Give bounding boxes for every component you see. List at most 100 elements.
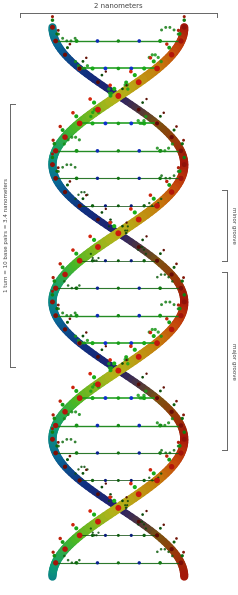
Point — [165, 452, 169, 461]
Point — [116, 91, 120, 101]
Point — [155, 143, 159, 153]
Point — [158, 174, 162, 183]
Point — [125, 218, 129, 227]
Point — [109, 490, 113, 499]
Point — [91, 531, 94, 540]
Point — [116, 558, 120, 568]
Point — [156, 198, 160, 208]
Point — [155, 475, 159, 485]
Point — [88, 506, 92, 516]
Point — [66, 281, 70, 290]
Point — [95, 256, 99, 265]
Point — [75, 311, 79, 321]
Point — [180, 276, 184, 286]
Point — [116, 366, 120, 375]
Point — [142, 531, 146, 540]
Point — [147, 53, 151, 62]
Point — [142, 390, 146, 400]
Point — [123, 80, 127, 90]
Point — [70, 558, 74, 568]
Point — [116, 503, 120, 513]
Point — [172, 262, 176, 272]
Point — [74, 469, 77, 478]
Point — [104, 393, 107, 403]
Point — [61, 126, 64, 135]
Point — [155, 256, 159, 265]
Point — [89, 249, 93, 259]
Point — [150, 50, 154, 60]
Point — [55, 441, 59, 450]
Point — [182, 23, 186, 32]
Point — [116, 228, 120, 238]
Point — [109, 492, 113, 502]
Point — [61, 262, 64, 272]
Point — [53, 139, 56, 149]
Point — [125, 503, 129, 512]
Point — [78, 256, 82, 265]
Point — [142, 201, 146, 211]
Point — [137, 242, 141, 252]
Point — [95, 36, 99, 46]
Point — [145, 94, 149, 104]
Point — [129, 339, 133, 348]
Point — [137, 421, 141, 430]
Point — [172, 171, 176, 180]
Point — [179, 311, 183, 321]
Point — [182, 427, 186, 437]
Point — [112, 359, 116, 368]
Point — [167, 273, 170, 282]
Point — [153, 201, 157, 211]
Point — [179, 448, 183, 458]
Point — [125, 355, 129, 364]
Point — [108, 215, 112, 224]
Point — [112, 221, 116, 231]
Point — [149, 53, 152, 62]
Point — [79, 462, 83, 472]
Point — [159, 386, 162, 396]
Point — [74, 283, 78, 293]
Point — [84, 190, 88, 200]
Point — [116, 531, 120, 540]
Point — [83, 64, 86, 73]
Point — [126, 222, 130, 231]
Point — [155, 531, 159, 540]
Point — [91, 108, 95, 117]
Point — [79, 187, 83, 197]
Point — [160, 300, 164, 309]
Point — [54, 174, 58, 183]
Point — [93, 256, 97, 265]
Point — [133, 208, 137, 217]
Point — [107, 222, 111, 231]
Point — [74, 57, 77, 67]
Point — [155, 339, 159, 348]
Point — [88, 231, 92, 241]
Point — [165, 314, 169, 324]
Point — [50, 153, 54, 162]
Point — [95, 174, 99, 183]
Point — [63, 50, 67, 60]
Point — [116, 503, 120, 513]
Point — [116, 503, 120, 513]
Point — [77, 410, 81, 419]
Point — [155, 201, 159, 211]
Text: 2 nanometers: 2 nanometers — [94, 3, 143, 9]
Point — [108, 490, 112, 499]
Point — [168, 298, 172, 307]
Point — [182, 290, 186, 300]
Point — [65, 160, 69, 170]
Point — [92, 98, 96, 107]
Point — [77, 465, 80, 474]
Point — [74, 331, 77, 341]
Point — [155, 531, 159, 540]
Point — [54, 421, 58, 430]
Point — [53, 551, 56, 560]
Point — [124, 228, 128, 238]
Text: 1 turn = 10 base pairs = 3.4 nanometers: 1 turn = 10 base pairs = 3.4 nanometers — [4, 178, 9, 293]
Point — [66, 410, 70, 419]
Point — [170, 132, 174, 142]
Point — [116, 503, 120, 513]
Point — [179, 448, 183, 458]
Point — [50, 23, 54, 32]
Point — [179, 174, 183, 183]
Point — [170, 50, 174, 60]
